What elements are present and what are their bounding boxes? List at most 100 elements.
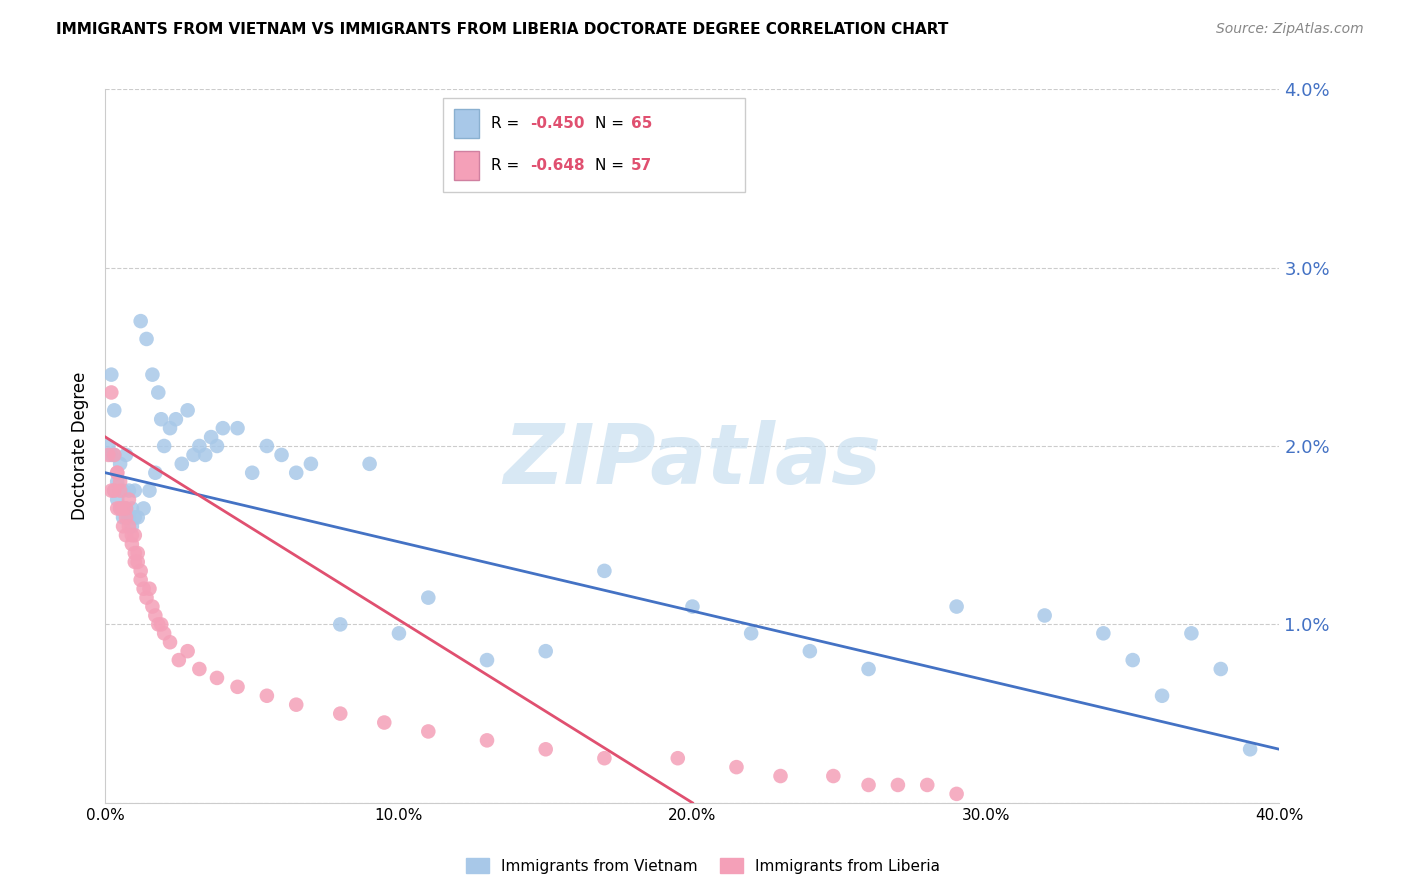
Point — [124, 510, 146, 524]
Point — [108, 501, 131, 516]
Point — [118, 519, 141, 533]
Point — [165, 412, 187, 426]
Point — [112, 519, 135, 533]
Point — [138, 483, 160, 498]
Point — [121, 528, 143, 542]
Point — [153, 439, 176, 453]
Point — [858, 778, 880, 792]
Point — [740, 626, 762, 640]
Point — [135, 591, 157, 605]
Point — [194, 448, 217, 462]
Point — [129, 573, 152, 587]
Text: -0.648: -0.648 — [530, 158, 585, 173]
Legend: Immigrants from Vietnam, Immigrants from Liberia: Immigrants from Vietnam, Immigrants from… — [460, 852, 946, 880]
Point — [127, 546, 149, 560]
Point — [124, 555, 146, 569]
Point — [100, 483, 122, 498]
Text: ZIPatlas: ZIPatlas — [503, 420, 882, 500]
Text: 57: 57 — [631, 158, 652, 173]
Point — [329, 706, 352, 721]
Point — [132, 582, 155, 596]
Point — [167, 653, 190, 667]
Point — [1150, 689, 1173, 703]
Point — [103, 448, 125, 462]
Text: R =: R = — [491, 116, 524, 131]
Point — [945, 787, 967, 801]
Point — [112, 483, 135, 498]
Point — [105, 492, 128, 507]
Point — [97, 439, 120, 453]
Text: -0.450: -0.450 — [530, 116, 585, 131]
Point — [148, 385, 170, 400]
Point — [205, 671, 228, 685]
Point — [159, 421, 181, 435]
Point — [285, 698, 308, 712]
Point — [127, 555, 149, 569]
Point — [1122, 653, 1144, 667]
Point — [143, 608, 166, 623]
Point — [129, 314, 152, 328]
Point — [593, 564, 616, 578]
Point — [129, 564, 152, 578]
Point — [769, 769, 792, 783]
Point — [105, 466, 128, 480]
Point — [108, 501, 131, 516]
Point — [373, 715, 395, 730]
Point — [103, 483, 125, 498]
Point — [103, 448, 125, 462]
Point — [418, 591, 440, 605]
Point — [200, 430, 222, 444]
Point — [359, 457, 381, 471]
Point — [170, 457, 193, 471]
Point — [124, 483, 146, 498]
Text: N =: N = — [595, 158, 628, 173]
Point — [115, 501, 138, 516]
Point — [211, 421, 233, 435]
Point — [887, 778, 910, 792]
Point — [108, 483, 131, 498]
Text: IMMIGRANTS FROM VIETNAM VS IMMIGRANTS FROM LIBERIA DOCTORATE DEGREE CORRELATION : IMMIGRANTS FROM VIETNAM VS IMMIGRANTS FR… — [56, 22, 949, 37]
Point — [138, 582, 160, 596]
Point — [105, 475, 128, 489]
Point — [799, 644, 821, 658]
Point — [226, 421, 249, 435]
Y-axis label: Doctorate Degree: Doctorate Degree — [72, 372, 90, 520]
Point — [1180, 626, 1202, 640]
Text: 65: 65 — [631, 116, 652, 131]
Point — [176, 403, 198, 417]
Text: N =: N = — [595, 116, 628, 131]
Point — [475, 653, 498, 667]
Point — [593, 751, 616, 765]
Point — [118, 483, 141, 498]
Point — [132, 501, 155, 516]
Point — [329, 617, 352, 632]
Point — [121, 537, 143, 551]
Point — [240, 466, 263, 480]
Point — [105, 466, 128, 480]
Point — [725, 760, 748, 774]
Point — [270, 448, 292, 462]
Point — [115, 501, 138, 516]
Point — [418, 724, 440, 739]
Point — [534, 742, 557, 756]
Point — [226, 680, 249, 694]
Point — [205, 439, 228, 453]
Point — [100, 368, 122, 382]
Point — [135, 332, 157, 346]
Point — [858, 662, 880, 676]
Point — [1209, 662, 1232, 676]
Point — [682, 599, 704, 614]
Point — [115, 528, 138, 542]
Point — [475, 733, 498, 747]
Point — [118, 510, 141, 524]
Point — [127, 510, 149, 524]
Point — [150, 617, 173, 632]
Point — [917, 778, 939, 792]
Point — [115, 510, 138, 524]
Point — [188, 439, 211, 453]
Point — [143, 466, 166, 480]
Point — [124, 546, 146, 560]
Point — [188, 662, 211, 676]
Point — [666, 751, 689, 765]
Point — [256, 439, 278, 453]
